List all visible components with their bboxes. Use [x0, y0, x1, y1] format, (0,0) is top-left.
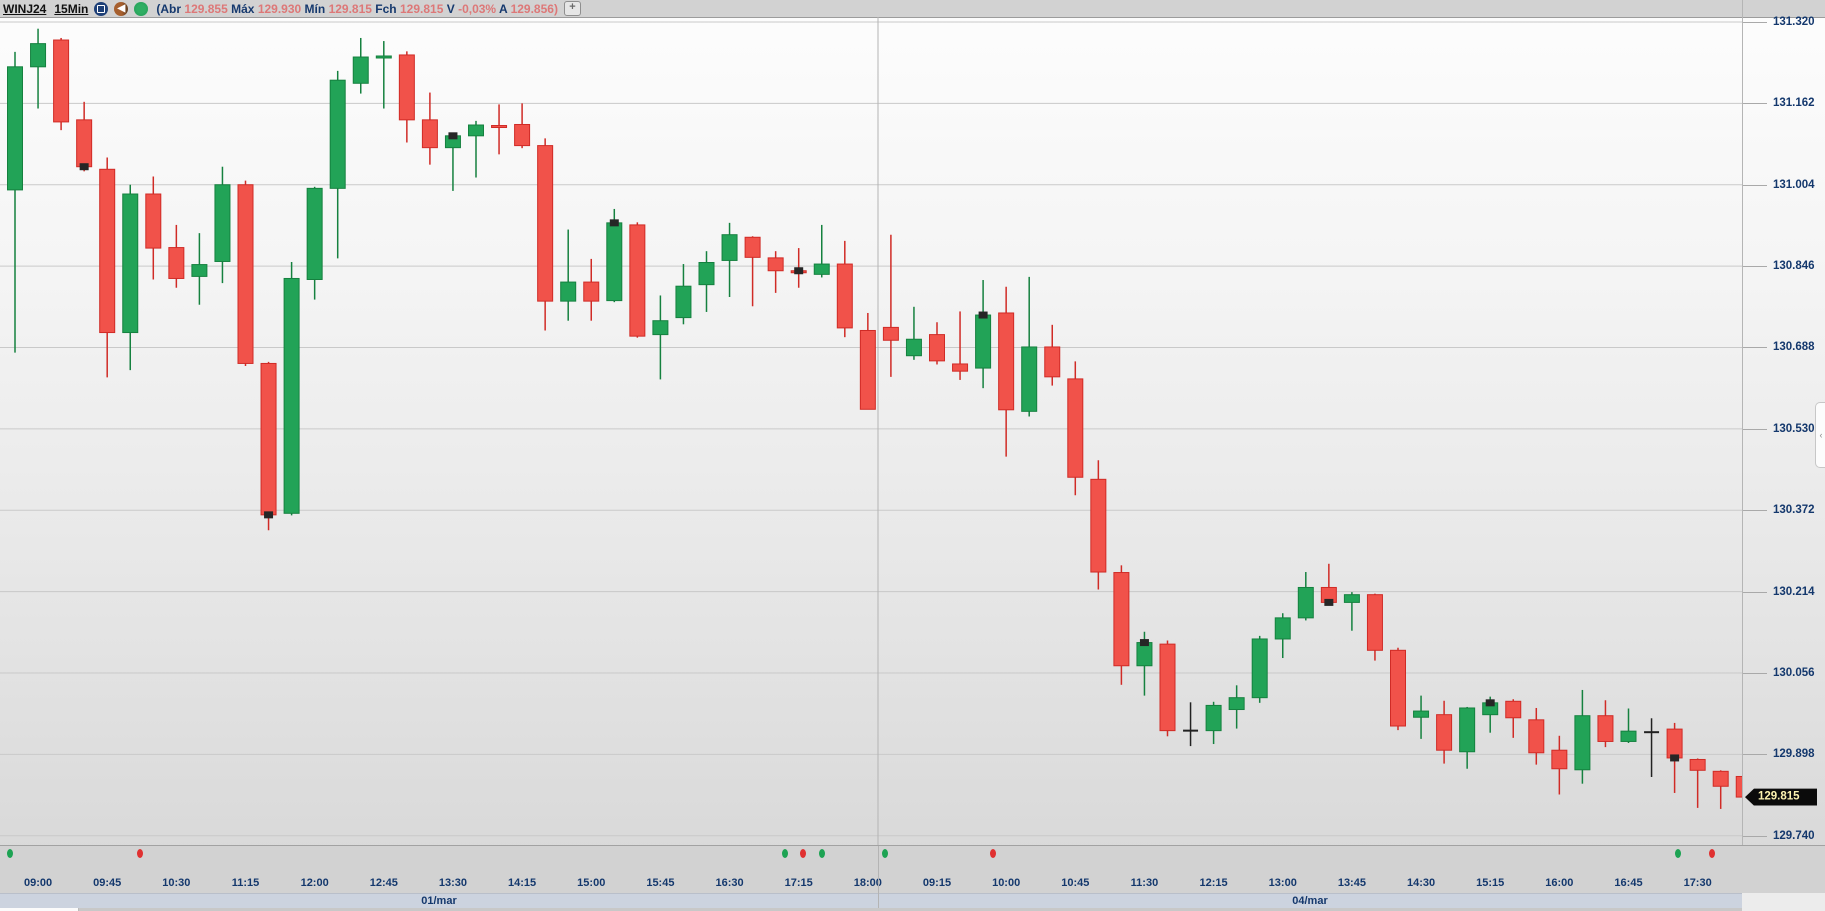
- ohlc-readout: (Abr 129.855 Máx 129.930 Mín 129.815 Fch…: [156, 2, 558, 16]
- time-label: 13:45: [1337, 877, 1366, 889]
- bottom-left-tab[interactable]: [0, 908, 79, 911]
- time-label: 16:30: [715, 877, 744, 889]
- buy-dot: [1675, 849, 1681, 858]
- price-tick: [1743, 835, 1767, 837]
- time-label: 15:00: [577, 877, 606, 889]
- buy-dot: [882, 849, 888, 858]
- sell-dot: [137, 849, 143, 858]
- back-arrow-icon[interactable]: ◀: [114, 1, 129, 16]
- candlestick-plot[interactable]: [0, 0, 1742, 845]
- price-label: 131.162: [1773, 97, 1815, 110]
- time-label: 11:30: [1130, 877, 1159, 889]
- chevron-left-icon: ‹: [1819, 430, 1823, 440]
- time-label: 18:00: [853, 877, 882, 889]
- sell-dot: [1709, 849, 1715, 858]
- time-label: 09:00: [23, 877, 53, 889]
- date-label: 01/mar: [421, 895, 457, 907]
- price-label: 130.530: [1773, 422, 1815, 435]
- price-tick: [1743, 22, 1767, 23]
- close-value: 129.815: [399, 1, 444, 16]
- date-label: 04/mar: [1292, 895, 1328, 907]
- price-tick: [1743, 672, 1767, 674]
- time-label: 16:00: [1545, 877, 1574, 889]
- axis-corner: [1742, 893, 1825, 911]
- time-label: 15:45: [646, 877, 675, 889]
- price-label: 129.740: [1773, 829, 1815, 842]
- adjust-value: 129.856): [510, 1, 558, 16]
- adjust-label: A: [499, 1, 508, 16]
- timeframe-label[interactable]: 15Min: [54, 1, 89, 16]
- time-label: 12:45: [369, 877, 398, 889]
- high-value: 129.930: [257, 1, 302, 16]
- price-tick: [1743, 510, 1767, 512]
- day-separator: [878, 846, 879, 908]
- chart-header: WINJ24 15Min ◀ (Abr 129.855 Máx 129.930 …: [0, 0, 1825, 18]
- date-band: 01/mar 04/mar: [0, 893, 1742, 908]
- variation-value: -0,03%: [458, 1, 497, 16]
- price-label: 131.320: [1773, 16, 1815, 28]
- price-tick: [1743, 266, 1767, 268]
- time-label: 13:00: [1268, 877, 1297, 889]
- price-tick: [1743, 754, 1767, 756]
- price-tick: [1743, 184, 1767, 186]
- sell-dot: [990, 849, 996, 858]
- price-tick: [1743, 591, 1767, 593]
- time-label: 13:30: [438, 877, 468, 889]
- buy-dot: [819, 849, 825, 858]
- price-tick: [1743, 428, 1767, 430]
- time-label: 09:45: [93, 877, 122, 889]
- high-label: Máx: [231, 1, 255, 16]
- price-label: 130.372: [1773, 504, 1815, 517]
- low-value: 129.815: [328, 1, 372, 16]
- time-label: 16:45: [1614, 877, 1643, 889]
- sell-dot: [800, 849, 806, 858]
- time-label: 12:15: [1199, 877, 1228, 889]
- price-label: 130.214: [1773, 585, 1815, 598]
- candles-canvas[interactable]: [0, 0, 1742, 845]
- close-label: Fch: [375, 1, 397, 16]
- price-label: 131.004: [1773, 178, 1815, 191]
- buy-dot: [7, 849, 13, 858]
- price-label: 129.898: [1773, 748, 1815, 761]
- open-value: 129.855: [184, 1, 228, 16]
- time-label: 10:45: [1061, 877, 1090, 889]
- open-label: (Abr: [156, 1, 182, 16]
- time-label: 17:15: [784, 877, 813, 889]
- price-tick: [1743, 103, 1767, 105]
- time-label: 11:15: [231, 877, 260, 889]
- buy-dot: [782, 849, 788, 858]
- low-label: Mín: [304, 1, 326, 16]
- price-label: 130.056: [1773, 666, 1815, 679]
- time-label: 09:15: [922, 877, 952, 889]
- time-label: 10:00: [992, 877, 1021, 889]
- time-label: 12:00: [300, 877, 329, 889]
- price-tick: [1743, 347, 1767, 349]
- last-price-tag: 129.815: [1745, 788, 1817, 806]
- time-label: 15:15: [1476, 877, 1505, 889]
- locked-icon[interactable]: [94, 1, 109, 16]
- add-indicator-button[interactable]: +: [563, 1, 581, 16]
- price-label: 130.846: [1773, 260, 1815, 273]
- variation-label: V: [446, 1, 455, 16]
- time-label: 10:30: [162, 877, 191, 889]
- price-label: 130.688: [1773, 341, 1815, 354]
- symbol-label[interactable]: WINJ24: [3, 1, 47, 16]
- bottom-strip: [0, 908, 1825, 911]
- time-axis[interactable]: 01/mar 04/mar 09:00 09:45 10:30 11:15 12:00 12…: [0, 845, 1825, 911]
- side-panel-collapse-handle[interactable]: ‹: [1815, 402, 1825, 468]
- price-axis[interactable]: 129.815 131.320 131.162 131.004 130.846 130.…: [1742, 0, 1825, 845]
- time-label: 14:30: [1406, 877, 1436, 889]
- time-label: 17:30: [1683, 877, 1712, 889]
- time-label: 14:15: [508, 877, 537, 889]
- status-green-icon[interactable]: [134, 1, 149, 16]
